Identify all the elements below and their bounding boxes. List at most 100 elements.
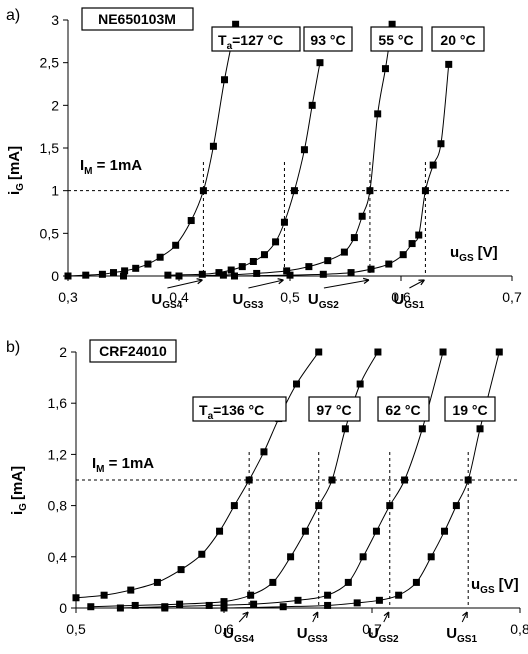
panel-label-b: b) xyxy=(6,339,20,356)
y-tick-label: 0 xyxy=(51,268,59,284)
legend-box-a-0 xyxy=(211,26,301,52)
data-point xyxy=(110,269,118,277)
data-point xyxy=(260,251,268,259)
x-tick-label: 0,8 xyxy=(510,621,528,637)
ugs-label: UGS1 xyxy=(446,625,477,645)
data-point xyxy=(131,601,139,609)
ugs-arrow xyxy=(248,279,284,289)
data-point xyxy=(385,260,393,268)
data-point xyxy=(374,110,382,118)
x-tick-label: 0,6 xyxy=(391,289,411,305)
ugs-label: UGS3 xyxy=(297,625,328,645)
panel-label-a: a) xyxy=(6,7,20,24)
device-label-b: CRF24010 xyxy=(99,343,167,359)
data-point xyxy=(418,425,426,433)
data-point xyxy=(437,140,445,148)
data-point xyxy=(324,257,332,265)
ugs-arrowhead xyxy=(362,277,370,285)
series-line-a-0 xyxy=(67,24,237,277)
data-point xyxy=(375,596,383,604)
legend-box-b-2 xyxy=(377,396,430,422)
data-point xyxy=(156,253,164,261)
ugs-arrowhead xyxy=(418,279,425,286)
ugs-arrowhead xyxy=(312,611,319,619)
data-point xyxy=(341,425,349,433)
data-point xyxy=(72,594,80,602)
data-point xyxy=(372,527,380,535)
ugs-arrow xyxy=(383,611,390,623)
data-point xyxy=(429,161,437,169)
data-point xyxy=(98,270,106,278)
y-tick-label: 0 xyxy=(59,600,67,616)
ugs-label: UGS3 xyxy=(232,291,263,311)
series-line-a-2 xyxy=(68,24,393,277)
data-point xyxy=(301,527,309,535)
threshold-label-b: IM = 1mA xyxy=(92,455,154,475)
y-tick-label: 1 xyxy=(51,183,59,199)
legend-box-a-3 xyxy=(431,26,485,52)
panel-a: a) 0,3 0,4 0,5 0,6 0,7 0 0,5 1 1,5 2 2,5 3 NE650103… xyxy=(6,7,522,311)
x-tick-label: 0,4 xyxy=(169,289,189,305)
data-point xyxy=(286,271,294,279)
y-tick-label: 2 xyxy=(51,97,59,113)
panel-b: b) 0,5 0,6 0,7 0,8 0 0,4 0,8 1,2 1,6 2 CRF24010 T… xyxy=(6,339,528,645)
data-point xyxy=(215,269,223,277)
data-point xyxy=(358,212,366,220)
data-point xyxy=(495,348,503,356)
data-point xyxy=(216,527,224,535)
data-point xyxy=(127,586,135,594)
data-point xyxy=(227,266,235,274)
ugs-arrow xyxy=(409,279,425,289)
legend-label-a-2: 55 °C xyxy=(378,32,413,48)
data-point xyxy=(300,146,308,154)
y-tick-label: 0,5 xyxy=(40,225,60,241)
device-label-a: NE650103M xyxy=(98,11,176,27)
legend-box-b-0 xyxy=(192,396,287,422)
ugs-arrowhead xyxy=(242,611,249,618)
x-tick-label: 0,6 xyxy=(214,621,234,637)
data-point xyxy=(344,578,352,586)
data-point xyxy=(82,271,90,279)
x-tick-label: 0,5 xyxy=(280,289,300,305)
data-point xyxy=(209,142,217,150)
y-tick-label: 2,5 xyxy=(40,55,60,71)
ugs-label: UGS4 xyxy=(223,625,254,645)
data-point xyxy=(350,234,358,242)
data-point xyxy=(272,238,280,246)
data-point xyxy=(464,476,472,484)
data-point xyxy=(421,187,429,195)
ugs-arrowhead xyxy=(196,278,203,285)
ticks-b: 0,5 0,6 0,7 0,8 0 0,4 0,8 1,2 1,6 2 xyxy=(48,344,528,637)
legend-label-b-3: 19 °C xyxy=(452,402,487,418)
x-tick-label: 0,7 xyxy=(502,289,522,305)
ugs-label: UGS2 xyxy=(368,625,399,645)
data-point xyxy=(476,425,484,433)
data-point xyxy=(144,260,152,268)
series-line-b-0 xyxy=(75,351,320,599)
data-point xyxy=(221,76,229,84)
y-tick-label: 0,4 xyxy=(48,549,68,565)
x-tick-label: 0,5 xyxy=(66,621,86,637)
series-a xyxy=(64,20,453,280)
data-point xyxy=(366,187,374,195)
y-axis-label-b: iG[mA] xyxy=(9,466,29,515)
data-point xyxy=(452,502,460,510)
data-point xyxy=(293,380,301,388)
data-point xyxy=(132,264,140,272)
data-point xyxy=(161,604,169,612)
data-point xyxy=(260,448,268,456)
ugs-arrow xyxy=(238,611,249,623)
data-point xyxy=(374,348,382,356)
data-point xyxy=(445,60,453,68)
data-point xyxy=(316,59,324,67)
data-point xyxy=(359,553,367,561)
data-point xyxy=(415,231,423,239)
data-point xyxy=(439,348,447,356)
data-point xyxy=(247,591,255,599)
y-tick-label: 3 xyxy=(51,12,59,28)
data-point xyxy=(324,591,332,599)
data-point xyxy=(220,604,228,612)
y-axis-label-a: iG[mA] xyxy=(6,146,26,195)
vlines-b xyxy=(248,452,469,608)
ugs-label: UGS1 xyxy=(393,291,424,311)
